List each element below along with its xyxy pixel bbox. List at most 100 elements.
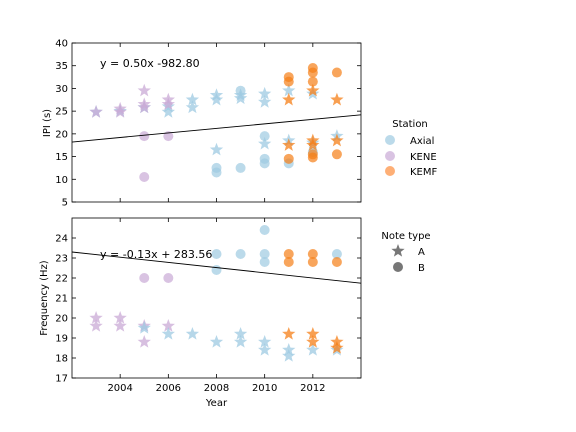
point-kemf-b	[307, 67, 318, 78]
point-kemf-a	[306, 327, 320, 340]
point-axial-a	[185, 92, 200, 106]
frequency-panel: 17 18 19 20 21 22 23 24 2004 2006 2008 2010 2012 y …	[39, 217, 362, 409]
legend-item-a: A	[391, 244, 425, 258]
x-tick-label: 2010	[252, 383, 277, 394]
point-kene-a	[89, 105, 103, 118]
point-kene-a	[113, 105, 127, 118]
x-tick-label: 2008	[204, 383, 229, 394]
point-axial-a	[233, 335, 248, 348]
point-axial-a	[233, 327, 248, 340]
y-tick-label: 21	[55, 294, 68, 305]
point-axial-b	[259, 257, 270, 267]
legend-item-kemf: KEMF	[385, 166, 438, 178]
point-kene-b	[139, 172, 150, 183]
frequency-plot-frame	[71, 217, 362, 379]
point-axial-b	[211, 167, 222, 178]
point-kene-a	[137, 83, 151, 97]
point-kene-a	[113, 319, 127, 332]
point-axial-a	[209, 335, 224, 348]
circle-icon	[393, 262, 403, 272]
legend-label-kene: KENE	[410, 152, 437, 163]
point-kemf-a	[306, 83, 320, 97]
legend-label-a: A	[418, 247, 425, 258]
legend-item-b: B	[393, 262, 425, 274]
ipi-y-axis-label: IPI (s)	[42, 109, 53, 137]
point-axial-a	[258, 86, 272, 100]
point-kemf-b	[307, 249, 318, 259]
point-kene-a	[89, 319, 103, 332]
y-tick-label: 17	[55, 374, 68, 385]
point-axial-a	[137, 321, 151, 334]
point-kemf-b	[283, 257, 294, 267]
y-tick-label: 30	[55, 84, 68, 95]
point-axial-a	[209, 142, 224, 156]
point-kemf-b	[331, 67, 342, 78]
point-axial-b	[211, 265, 222, 275]
point-axial-b	[259, 249, 270, 259]
y-tick-label: 15	[55, 152, 68, 163]
point-axial-b	[259, 225, 270, 235]
star-icon	[391, 244, 405, 257]
y-tick-label: 35	[55, 61, 68, 72]
legend-item-kene: KENE	[385, 151, 437, 163]
point-kemf-a	[282, 327, 296, 340]
legend-label-b: B	[418, 263, 425, 274]
station-legend-title: Station	[392, 119, 428, 130]
point-kene-b	[139, 273, 150, 283]
y-tick-label: 25	[55, 107, 68, 118]
point-axial-b	[331, 249, 342, 259]
kemf-legend-marker	[385, 166, 395, 176]
axial-legend-marker	[385, 135, 395, 145]
x-axis-label: Year	[205, 398, 228, 409]
note-type-legend: Note type A B	[381, 231, 430, 274]
y-tick-label: 23	[55, 254, 68, 265]
frequency-y-ticks: 17 18 19 20 21 22 23 24	[55, 234, 361, 385]
point-kene-a	[137, 335, 151, 348]
point-axial-a	[258, 136, 272, 150]
point-kemf-a	[306, 335, 320, 348]
point-kemf-b	[307, 152, 318, 163]
legend-label-kemf: KEMF	[410, 167, 438, 178]
point-axial-a	[161, 327, 175, 340]
point-kene-a	[89, 311, 103, 324]
ipi-equation: y = 0.50x -982.80	[100, 57, 200, 70]
x-tick-label: 2012	[300, 383, 325, 394]
ipi-panel: 5 10 15 20 25 30 35 40 y = 0.50x -982.80 IPI (s…	[42, 39, 362, 209]
x-tick-label: 2006	[156, 383, 181, 394]
point-axial-b	[211, 249, 222, 259]
point-kemf-b	[283, 249, 294, 259]
y-tick-label: 24	[55, 234, 68, 245]
point-axial-a	[282, 83, 296, 97]
point-kemf-a	[330, 133, 344, 147]
point-kene-a	[161, 97, 175, 110]
ipi-marks	[89, 62, 344, 183]
point-kemf-b	[331, 149, 342, 160]
point-axial-a	[185, 327, 200, 340]
point-axial-b	[235, 85, 246, 96]
y-tick-label: 5	[62, 198, 68, 209]
point-axial-a	[282, 349, 296, 362]
y-tick-label: 20	[55, 129, 68, 140]
y-tick-label: 18	[55, 354, 68, 365]
ipi-y-ticks: 5 10 15 20 25 30 35 40	[55, 39, 361, 209]
legend-label-axial: Axial	[410, 136, 434, 147]
point-axial-a	[258, 343, 272, 356]
point-axial-a	[161, 105, 175, 118]
point-kene-a	[113, 311, 127, 324]
point-kene-b	[163, 273, 174, 283]
point-kene-a	[161, 319, 175, 332]
y-tick-label: 10	[55, 175, 68, 186]
point-axial-a	[306, 343, 320, 356]
x-tick-label: 2004	[107, 383, 132, 394]
frequency-y-axis-label: Frequency (Hz)	[39, 260, 50, 336]
note-type-legend-title: Note type	[381, 231, 430, 242]
point-kemf-a	[330, 341, 344, 354]
point-axial-a	[258, 95, 272, 108]
y-tick-label: 20	[55, 314, 68, 325]
point-kemf-a	[282, 92, 296, 106]
point-kemf-b	[283, 153, 294, 164]
point-kemf-a	[282, 138, 296, 151]
legend-item-axial: Axial	[385, 135, 434, 147]
point-axial-a	[185, 100, 200, 114]
point-axial-b	[259, 131, 270, 142]
